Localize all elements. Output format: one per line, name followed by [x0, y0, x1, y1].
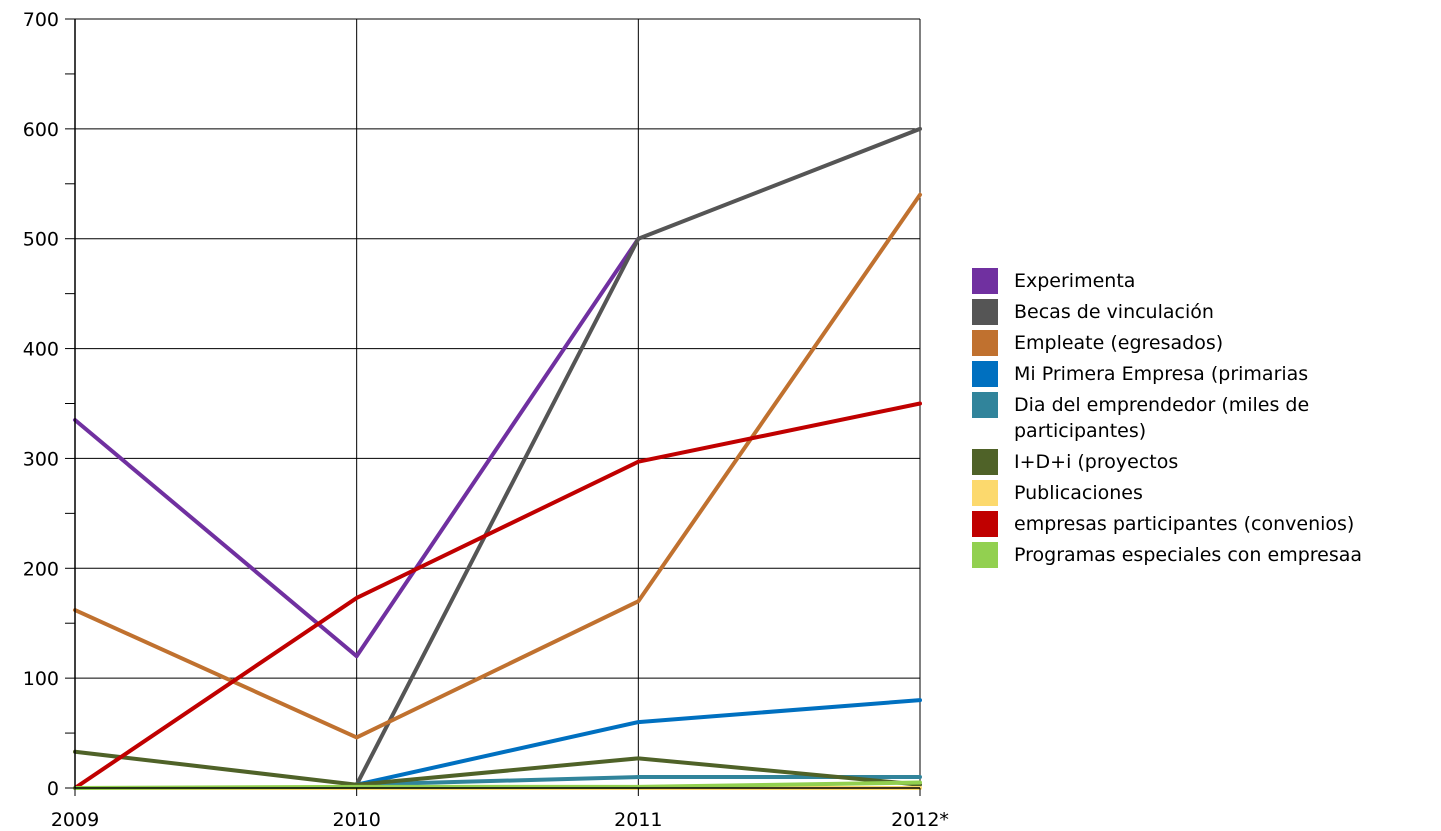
- y-tick-label: 400: [23, 339, 59, 361]
- legend-label: I+D+i (proyectos: [1014, 451, 1179, 473]
- legend-swatch: [972, 330, 998, 356]
- series-line-3: [73, 192, 922, 740]
- y-tick-label: 200: [23, 558, 59, 580]
- legend-item: Experimenta: [972, 268, 1437, 294]
- legend-swatch: [972, 268, 998, 294]
- legend-item: Mi Primera Empresa (primarias: [972, 361, 1437, 387]
- legend-label: empresas participantes (convenios): [1014, 513, 1355, 535]
- x-axis-tick-labels: 2009 2010 2011 2012*: [51, 809, 949, 831]
- legend-item: empresas participantes (convenios): [972, 511, 1437, 537]
- y-tick-label: 700: [23, 9, 59, 31]
- legend-item: I+D+i (proyectos: [972, 449, 1437, 475]
- y-tick-label: 0: [47, 778, 59, 800]
- legend-item: Dia del emprendedor (miles de participan…: [972, 392, 1437, 444]
- x-tick-label: 2011: [614, 809, 662, 831]
- y-tick-label: 600: [23, 119, 59, 141]
- legend-label: Dia del emprendedor (miles de participan…: [1014, 394, 1310, 442]
- legend: Experimenta Becas de vinculación Empleate …: [972, 268, 1437, 573]
- series-line-8: [73, 401, 922, 790]
- series-line-6: [73, 749, 922, 787]
- x-tick-label: 2012*: [891, 809, 949, 831]
- series-line-2: [354, 126, 922, 787]
- legend-label: Programas especiales con empresaa: [1014, 544, 1363, 566]
- legend-swatch: [972, 299, 998, 325]
- y-tick-label: 500: [23, 229, 59, 251]
- legend-item: Becas de vinculación: [972, 299, 1437, 325]
- legend-label: Experimenta: [1014, 270, 1136, 292]
- legend-swatch: [972, 542, 998, 568]
- x-tick-label: 2010: [332, 809, 380, 831]
- legend-swatch: [972, 392, 998, 418]
- legend-swatch: [972, 361, 998, 387]
- series-line-4: [354, 698, 922, 787]
- legend-swatch: [972, 480, 998, 506]
- legend-label: Becas de vinculación: [1014, 301, 1214, 323]
- y-tick-label: 300: [23, 448, 59, 470]
- x-tick-label: 2009: [51, 809, 99, 831]
- axes: [65, 18, 921, 796]
- legend-swatch: [972, 449, 998, 475]
- legend-swatch: [972, 511, 998, 537]
- y-axis-tick-labels: 0 100 200 300 400 500 600 700: [23, 9, 59, 800]
- legend-label: Empleate (egresados): [1014, 332, 1224, 354]
- y-tick-label: 100: [23, 668, 59, 690]
- legend-label: Publicaciones: [1014, 482, 1143, 504]
- grid-lines: [75, 18, 921, 789]
- legend-item: Programas especiales con empresaa: [972, 542, 1437, 568]
- legend-label: Mi Primera Empresa (primarias: [1014, 363, 1309, 385]
- legend-item: Empleate (egresados): [972, 330, 1437, 356]
- legend-item: Publicaciones: [972, 480, 1437, 506]
- series-line-1: [73, 236, 641, 659]
